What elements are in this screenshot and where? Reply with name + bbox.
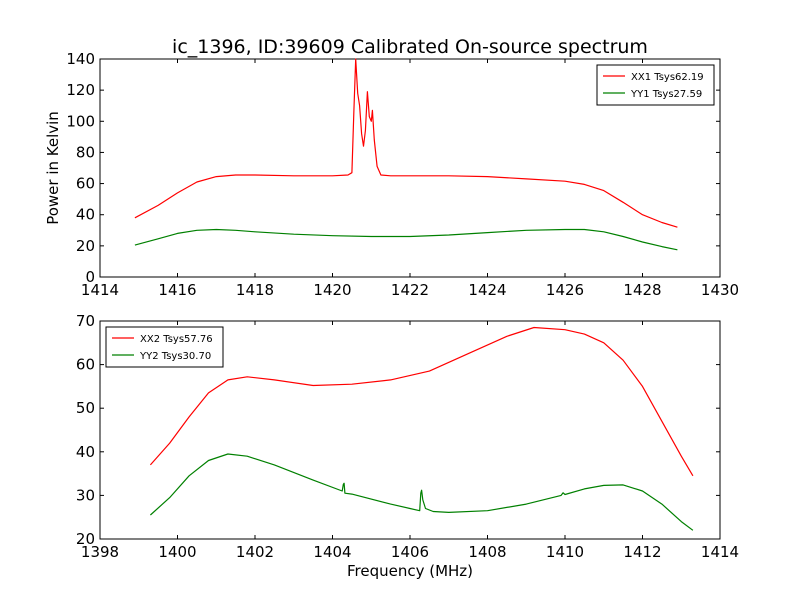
legend-box xyxy=(105,326,224,368)
y-tick-label: 20 xyxy=(76,237,95,255)
x-tick-label: 1426 xyxy=(546,281,584,299)
y-tick-label: 20 xyxy=(76,530,95,548)
bottom-ticks: 1398 1400 1402 1404 1406 1408 1410 1412 1414 20 30… xyxy=(76,312,739,561)
legend-label: XX2 Tsys57.76 xyxy=(140,334,213,345)
x-tick-label: 1422 xyxy=(391,281,429,299)
legend-box xyxy=(596,64,715,106)
x-axis-label: Frequency (MHz) xyxy=(347,562,473,580)
top-series-lines xyxy=(134,58,678,251)
series-line-xx1 xyxy=(134,58,678,228)
y-tick-label: 100 xyxy=(66,112,95,130)
y-tick-label: 120 xyxy=(66,81,95,99)
x-tick-label: 1408 xyxy=(468,543,506,561)
x-tick-label: 1400 xyxy=(158,543,196,561)
x-tick-label: 1412 xyxy=(623,543,661,561)
x-tick-label: 1398 xyxy=(81,543,119,561)
x-tick-label: 1404 xyxy=(313,543,351,561)
y-tick-label: 0 xyxy=(85,268,95,286)
y-tick-label: 40 xyxy=(76,443,95,461)
x-tick-label: 1414 xyxy=(701,543,739,561)
series-line-xx2 xyxy=(149,326,694,477)
x-tick-label: 1428 xyxy=(623,281,661,299)
x-tick-label: 1402 xyxy=(236,543,274,561)
y-axis-label: Power in Kelvin xyxy=(44,111,62,225)
x-tick-label: 1410 xyxy=(546,543,584,561)
bottom-series-lines xyxy=(149,326,694,531)
y-tick-label: 50 xyxy=(76,399,95,417)
top-ticks: 1414 1416 1418 1420 1422 1424 1426 1428 1430 0 20 4… xyxy=(66,50,739,299)
x-tick-label: 1418 xyxy=(236,281,274,299)
x-tick-label: 1430 xyxy=(701,281,739,299)
x-tick-label: 1414 xyxy=(81,281,119,299)
x-tick-label: 1424 xyxy=(468,281,506,299)
series-line-yy1 xyxy=(134,228,678,251)
y-tick-label: 70 xyxy=(76,312,95,330)
bottom-panel: 1398 1400 1402 1404 1406 1408 1410 1412 1414 20 30… xyxy=(76,312,739,561)
series-line-yy2 xyxy=(149,453,694,531)
legend-label: XX1 Tsys62.19 xyxy=(631,72,704,83)
top-panel: 1414 1416 1418 1420 1422 1424 1426 1428 1430 0 20 4… xyxy=(66,50,739,299)
y-tick-label: 80 xyxy=(76,143,95,161)
y-tick-label: 60 xyxy=(76,356,95,374)
chart-title: ic_1396, ID:39609 Calibrated On-source s… xyxy=(172,36,648,58)
top-legend: XX1 Tsys62.19 YY1 Tsys27.59 xyxy=(596,64,715,106)
y-tick-label: 60 xyxy=(76,175,95,193)
y-tick-label: 40 xyxy=(76,206,95,224)
y-tick-label: 30 xyxy=(76,486,95,504)
bottom-legend: XX2 Tsys57.76 YY2 Tsys30.70 xyxy=(105,326,224,368)
x-tick-label: 1406 xyxy=(391,543,429,561)
legend-label: YY2 Tsys30.70 xyxy=(139,351,211,362)
y-tick-label: 140 xyxy=(66,50,95,68)
x-tick-label: 1416 xyxy=(158,281,196,299)
x-tick-label: 1420 xyxy=(313,281,351,299)
legend-label: YY1 Tsys27.59 xyxy=(630,89,702,100)
